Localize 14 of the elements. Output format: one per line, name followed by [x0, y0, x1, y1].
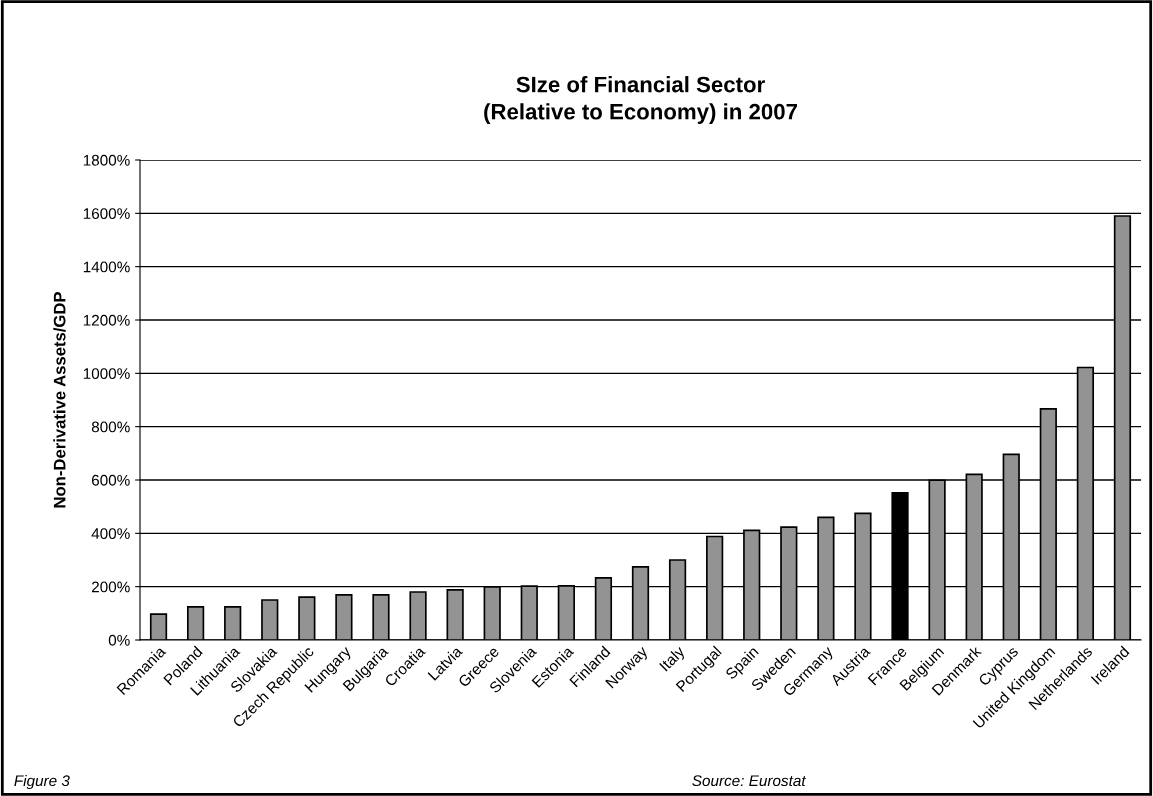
- y-tick-label: 1000%: [83, 368, 130, 380]
- y-axis-title: Non-Derivative Assets/GDP: [53, 292, 66, 508]
- y-tick-label: 400%: [91, 528, 130, 540]
- y-tick-label: 0%: [108, 634, 130, 646]
- y-tick-label: 800%: [91, 421, 130, 433]
- caption: Figure 3: [14, 774, 70, 790]
- source-note: Source: Eurostat: [692, 775, 807, 787]
- chart-title: SIze of Financial Sector (Relative to Economy) in 2007: [484, 76, 797, 124]
- y-tick-label: 200%: [91, 581, 130, 593]
- y-tick-label: 1200%: [83, 314, 130, 326]
- y-tick-label: 600%: [91, 474, 130, 486]
- y-tick-label: 1800%: [83, 154, 130, 166]
- y-tick-label: 1400%: [83, 261, 130, 273]
- y-tick-label: 1600%: [83, 208, 130, 220]
